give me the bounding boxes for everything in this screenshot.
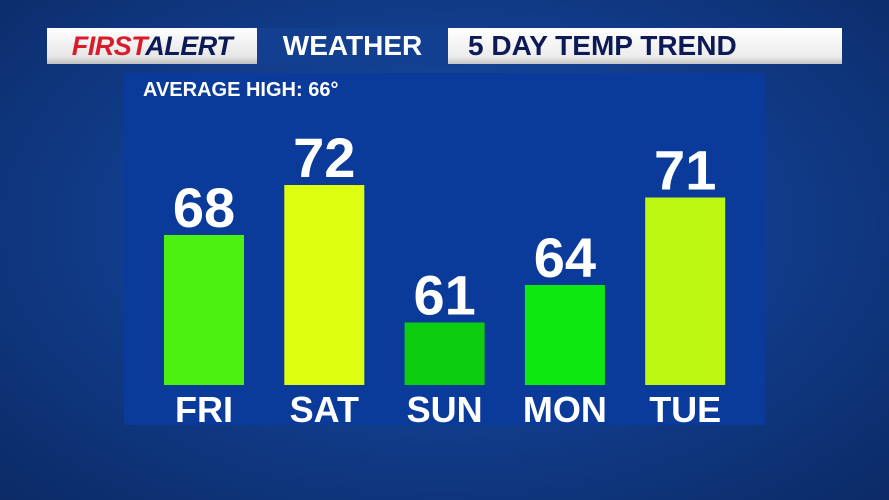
bar-sat: [284, 185, 365, 385]
day-label: TUE: [649, 389, 721, 430]
average-high-label: AVERAGE HIGH: 66°: [143, 79, 339, 101]
page-title: 5 DAY TEMP TREND: [468, 30, 737, 61]
section-label: WEATHER: [257, 28, 448, 64]
bar-sun: [404, 322, 485, 385]
day-label: SAT: [290, 389, 359, 430]
day-label: MON: [523, 389, 607, 430]
bar-mon: [524, 285, 605, 385]
brand-alert: ALERT: [145, 30, 233, 61]
value-label: 71: [654, 139, 716, 202]
title-bar: 5 DAY TEMP TREND: [448, 28, 842, 64]
bar-fri: [164, 235, 244, 385]
value-label: 72: [293, 126, 355, 189]
value-label: 68: [173, 176, 235, 239]
day-label: SUN: [407, 389, 483, 430]
value-label: 64: [534, 226, 596, 289]
bar-tue: [645, 197, 726, 385]
day-label: FRI: [175, 389, 233, 430]
first-alert-logo: FIRSTALERT: [47, 28, 257, 64]
value-label: 61: [413, 264, 475, 327]
brand-first: FIRST: [71, 30, 146, 61]
section-weather: WEATHER: [282, 30, 423, 61]
